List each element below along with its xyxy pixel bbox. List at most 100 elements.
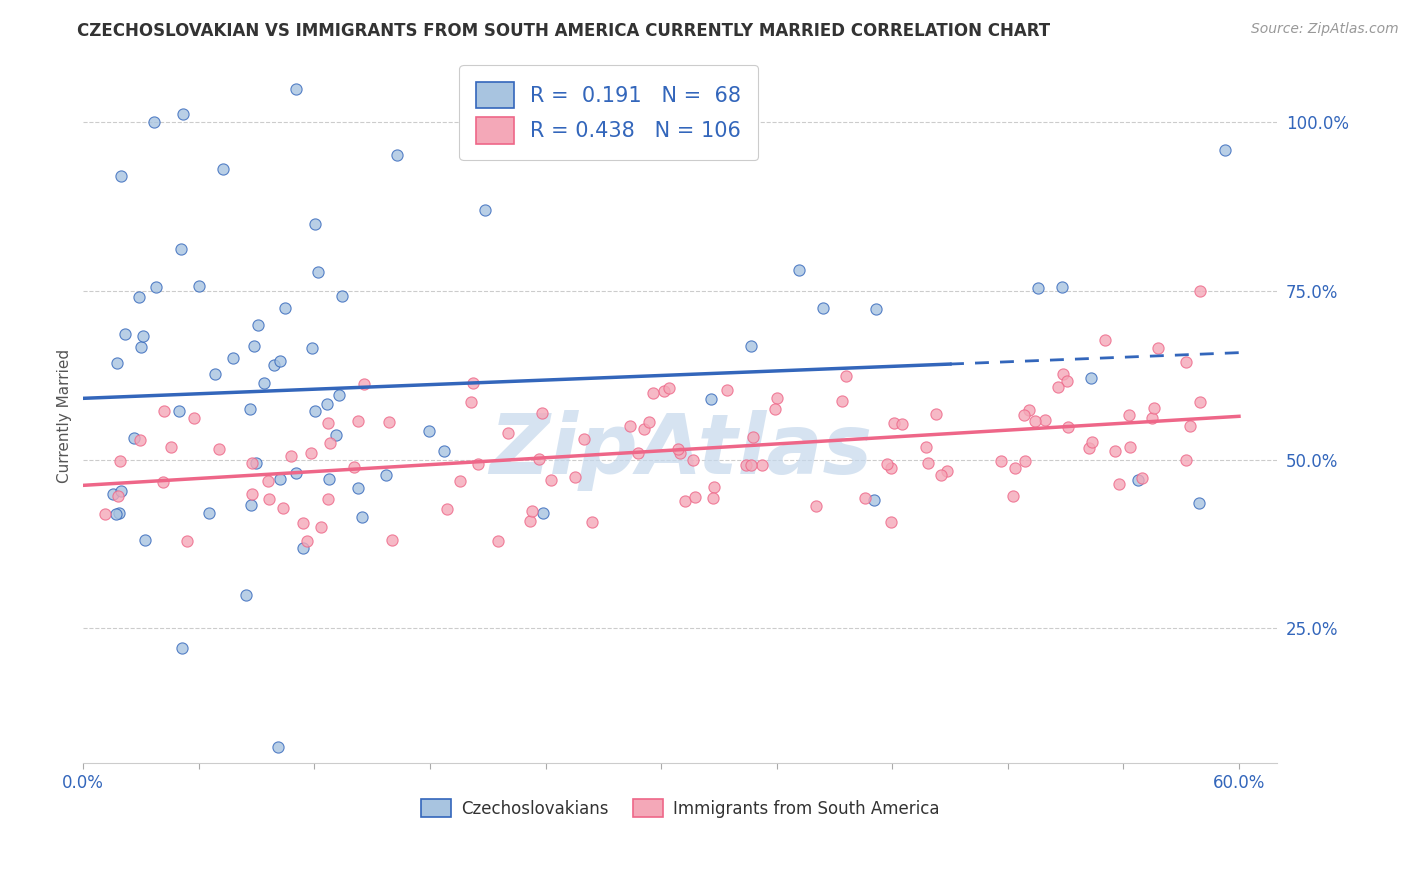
- Point: [131, 340, 153, 354]
- Point: [581, 515, 603, 529]
- Text: ZipAtlas: ZipAtlas: [489, 410, 872, 491]
- Point: [1018, 403, 1040, 417]
- Point: [263, 359, 285, 373]
- Point: [299, 446, 322, 460]
- Point: [633, 422, 655, 436]
- Point: [735, 458, 758, 472]
- Point: [890, 417, 912, 431]
- Point: [101, 487, 124, 501]
- Point: [1147, 341, 1170, 355]
- Point: [132, 329, 155, 343]
- Point: [699, 392, 721, 406]
- Point: [1052, 368, 1074, 382]
- Point: [274, 301, 297, 315]
- Point: [1143, 401, 1166, 415]
- Point: [257, 474, 280, 488]
- Point: [627, 446, 650, 460]
- Point: [835, 369, 858, 384]
- Point: [486, 533, 509, 548]
- Point: [350, 510, 373, 524]
- Point: [292, 541, 315, 555]
- Point: [673, 494, 696, 508]
- Point: [1108, 477, 1130, 491]
- Point: [328, 388, 350, 402]
- Point: [1175, 355, 1198, 369]
- Point: [853, 491, 876, 505]
- Point: [789, 262, 811, 277]
- Point: [128, 433, 150, 447]
- Point: [110, 169, 132, 184]
- Point: [304, 404, 326, 418]
- Point: [176, 533, 198, 548]
- Point: [449, 474, 471, 488]
- Point: [124, 431, 146, 445]
- Point: [637, 415, 659, 429]
- Point: [1118, 408, 1140, 422]
- Point: [463, 376, 485, 390]
- Point: [1057, 420, 1080, 434]
- Point: [1077, 441, 1099, 455]
- Point: [1189, 394, 1212, 409]
- Point: [1002, 489, 1025, 503]
- Point: [145, 279, 167, 293]
- Point: [1189, 284, 1212, 298]
- Point: [170, 242, 193, 256]
- Point: [204, 367, 226, 381]
- Point: [315, 397, 337, 411]
- Point: [208, 442, 231, 456]
- Point: [172, 107, 194, 121]
- Text: Source: ZipAtlas.com: Source: ZipAtlas.com: [1251, 22, 1399, 37]
- Point: [94, 508, 117, 522]
- Point: [1130, 471, 1153, 485]
- Point: [253, 376, 276, 390]
- Point: [183, 411, 205, 425]
- Point: [915, 441, 938, 455]
- Point: [387, 148, 409, 162]
- Point: [669, 446, 692, 460]
- Point: [1047, 380, 1070, 394]
- Point: [574, 432, 596, 446]
- Point: [280, 449, 302, 463]
- Point: [1080, 371, 1102, 385]
- Point: [243, 339, 266, 353]
- Point: [295, 533, 318, 548]
- Point: [1004, 461, 1026, 475]
- Point: [271, 501, 294, 516]
- Point: [309, 520, 332, 534]
- Point: [474, 203, 496, 218]
- Point: [170, 641, 193, 656]
- Point: [188, 279, 211, 293]
- Point: [1178, 419, 1201, 434]
- Point: [813, 301, 835, 315]
- Point: [285, 82, 308, 96]
- Point: [831, 393, 853, 408]
- Point: [880, 461, 903, 475]
- Point: [531, 506, 554, 520]
- Point: [238, 402, 260, 417]
- Point: [107, 506, 129, 520]
- Point: [1104, 444, 1126, 458]
- Point: [496, 425, 519, 440]
- Point: [763, 402, 786, 417]
- Point: [740, 458, 762, 473]
- Point: [211, 162, 233, 177]
- Point: [108, 454, 131, 468]
- Point: [330, 784, 353, 798]
- Point: [929, 467, 952, 482]
- Point: [1024, 415, 1046, 429]
- Point: [325, 428, 347, 442]
- Point: [1026, 281, 1049, 295]
- Y-axis label: Currently Married: Currently Married: [58, 349, 72, 483]
- Point: [1215, 143, 1237, 157]
- Point: [246, 318, 269, 332]
- Point: [703, 480, 725, 494]
- Point: [917, 456, 939, 470]
- Point: [519, 514, 541, 528]
- Point: [467, 458, 489, 472]
- Point: [318, 472, 340, 486]
- Point: [1188, 496, 1211, 510]
- Point: [1012, 408, 1035, 422]
- Point: [107, 356, 129, 370]
- Point: [242, 456, 264, 470]
- Point: [806, 499, 828, 513]
